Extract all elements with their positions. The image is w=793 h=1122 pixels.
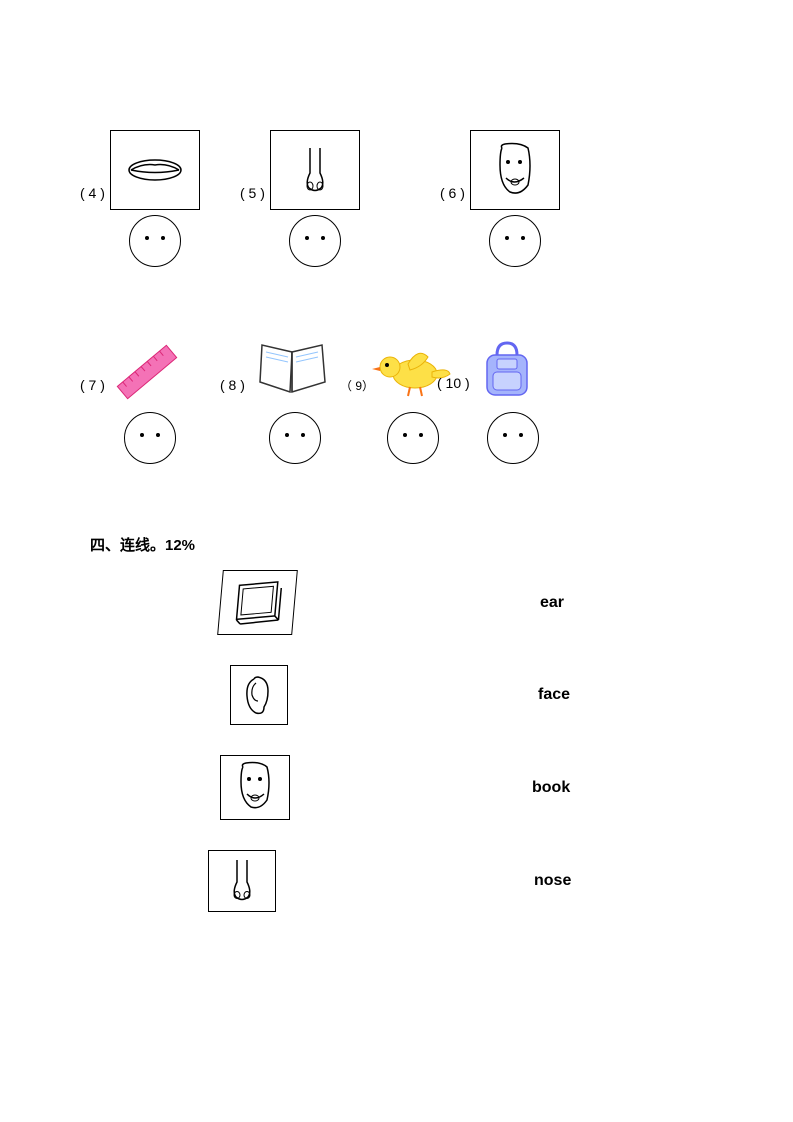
- match-word[interactable]: ear: [540, 594, 564, 612]
- match-picture-ear[interactable]: [230, 665, 288, 725]
- question-item-4: ( 4 ): [110, 130, 200, 267]
- match-row: book: [90, 755, 703, 820]
- match-word[interactable]: face: [538, 686, 570, 704]
- face-icon: [490, 140, 540, 200]
- question-item-9: （ 9）: [370, 342, 455, 464]
- question-item-6: ( 6 ): [470, 130, 560, 267]
- open-book-icon: [250, 337, 335, 402]
- item-number: ( 5 ): [240, 185, 265, 201]
- question-item-7: ( 7 ): [110, 342, 190, 464]
- question-item-5: ( 5 ): [270, 130, 360, 267]
- answer-circle[interactable]: [387, 412, 439, 464]
- answer-circle[interactable]: [289, 215, 341, 267]
- item-number: ( 8 ): [220, 377, 245, 393]
- backpack-icon: [475, 337, 540, 402]
- matching-area: ear face: [90, 570, 703, 912]
- picture-backpack: [475, 337, 550, 407]
- item-number: ( 6 ): [440, 185, 465, 201]
- picture-mouth: [110, 130, 200, 210]
- match-row: ear: [90, 570, 703, 635]
- picture-face: [470, 130, 560, 210]
- answer-circle[interactable]: [489, 215, 541, 267]
- match-picture-book[interactable]: [217, 570, 298, 635]
- closed-book-icon: [228, 578, 287, 628]
- match-word[interactable]: nose: [534, 872, 571, 890]
- match-word[interactable]: book: [532, 779, 570, 797]
- item-number: ( 10 ): [437, 375, 470, 391]
- match-row: face: [90, 665, 703, 725]
- answer-circle[interactable]: [129, 215, 181, 267]
- answer-circle[interactable]: [269, 412, 321, 464]
- picture-ruler: [110, 342, 190, 407]
- question-item-10: ( 10 ): [475, 337, 550, 464]
- nose-icon: [224, 856, 260, 906]
- question-row-2: ( 7 ) ( 8 ): [90, 337, 703, 464]
- face-icon: [233, 760, 278, 815]
- answer-circle[interactable]: [487, 412, 539, 464]
- item-number: （ 9）: [340, 377, 374, 394]
- picture-nose: [270, 130, 360, 210]
- ruler-icon: [110, 342, 185, 402]
- item-number: ( 7 ): [80, 377, 105, 393]
- answer-circle[interactable]: [124, 412, 176, 464]
- section-4-title: 四、连线。12%: [90, 534, 703, 555]
- question-row-1: ( 4 ) ( 5 ): [90, 130, 703, 267]
- match-row: nose: [90, 850, 703, 912]
- item-number: ( 4 ): [80, 185, 105, 201]
- bird-icon: [370, 342, 455, 402]
- match-picture-nose[interactable]: [208, 850, 276, 912]
- mouth-icon: [125, 155, 185, 185]
- question-item-8: ( 8 ): [250, 337, 340, 464]
- match-picture-face[interactable]: [220, 755, 290, 820]
- picture-open-book: [250, 337, 340, 407]
- nose-icon: [295, 143, 335, 198]
- ear-icon: [242, 671, 277, 719]
